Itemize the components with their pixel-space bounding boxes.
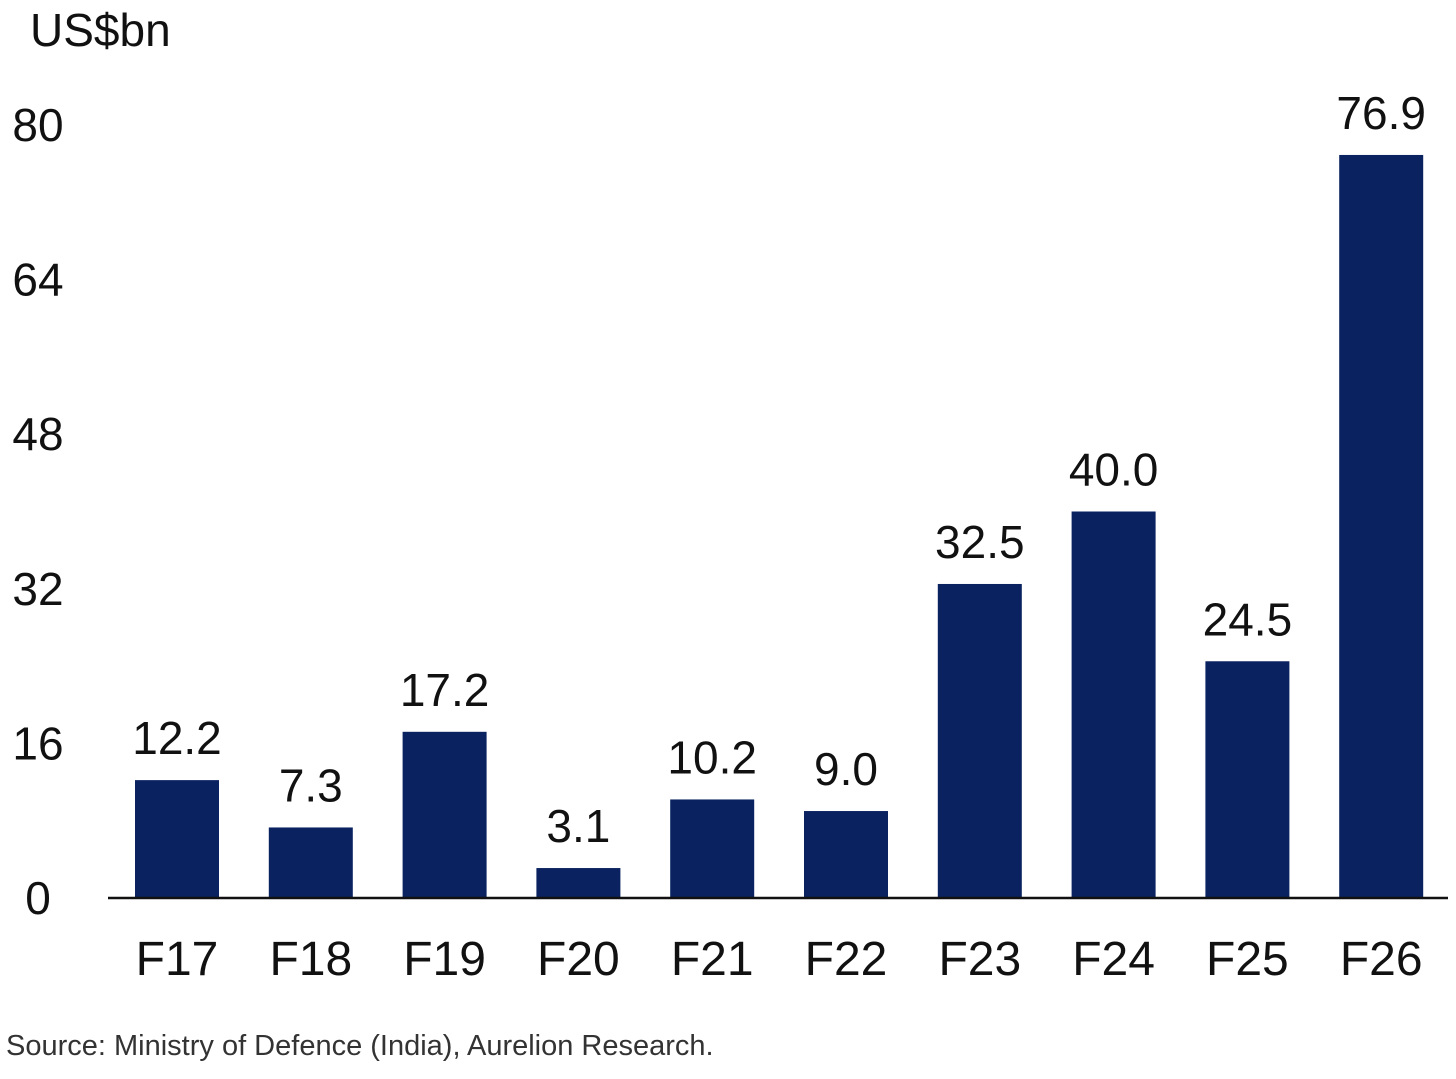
- bar: [135, 780, 219, 898]
- bar: [536, 868, 621, 898]
- bar: [402, 731, 487, 898]
- data-label: 10.2: [667, 731, 757, 783]
- y-tick-label: 64: [12, 254, 63, 306]
- data-label: 32.5: [935, 516, 1025, 568]
- x-tick-label: F18: [269, 933, 352, 986]
- bar: [1339, 154, 1424, 899]
- y-axis: 0 16 32 48 64 80: [12, 99, 63, 924]
- data-label: 12.2: [132, 712, 222, 764]
- bar: [1205, 661, 1290, 898]
- x-tick-label: F17: [136, 933, 219, 986]
- y-tick-label: 0: [25, 872, 51, 924]
- y-tick-label: 48: [12, 408, 63, 460]
- bar: [937, 583, 1022, 898]
- x-tick-label: F20: [537, 933, 620, 986]
- x-tick-label: F25: [1206, 933, 1289, 986]
- data-labels: 12.2 7.3 17.2 3.1 10.2 9.0 32.5 40.0 24.5 76.9: [132, 87, 1426, 852]
- bar: [670, 799, 755, 898]
- x-tick-label: F23: [938, 933, 1021, 986]
- bar: [1071, 511, 1156, 898]
- data-label: 40.0: [1069, 444, 1159, 496]
- x-tick-label: F22: [805, 933, 888, 986]
- unit-label: US$bn: [30, 4, 171, 56]
- source-note: Source: Ministry of Defence (India), Aur…: [6, 1030, 714, 1062]
- x-tick-label: F21: [671, 933, 754, 986]
- data-label: 17.2: [400, 664, 490, 716]
- y-tick-label: 80: [12, 99, 63, 151]
- bar: [268, 827, 353, 898]
- x-axis: F17 F18 F19 F20 F21 F22 F23 F24 F25 F26: [136, 933, 1423, 986]
- data-label: 3.1: [546, 800, 610, 852]
- bar: [804, 811, 888, 898]
- y-tick-label: 16: [12, 717, 63, 769]
- x-tick-label: F19: [403, 933, 486, 986]
- x-tick-label: F26: [1340, 933, 1423, 986]
- y-tick-label: 32: [12, 563, 63, 615]
- data-label: 7.3: [279, 759, 343, 811]
- bars: [135, 154, 1424, 899]
- bar-chart: US$bn 0 16 32 48 64 80 12.2 7.3 17.2 3.1 10.2 9.0 3…: [12, 4, 1448, 986]
- data-label: 9.0: [814, 743, 878, 795]
- x-tick-label: F24: [1072, 933, 1155, 986]
- data-label: 24.5: [1203, 593, 1293, 645]
- data-label: 76.9: [1336, 87, 1426, 139]
